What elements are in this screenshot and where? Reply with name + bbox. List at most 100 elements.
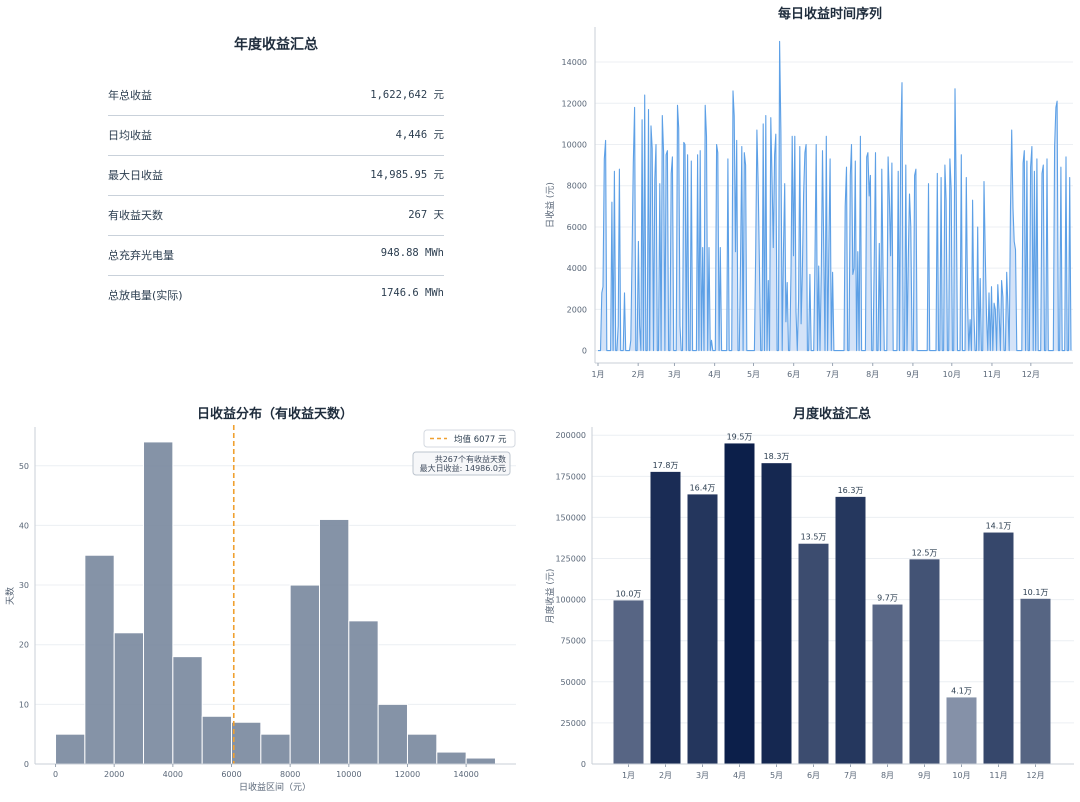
gridlines [595, 61, 1073, 352]
x-tick-label: 10月 [943, 370, 961, 379]
summary-row-max-daily: 最大日收益 14,985.95 元 [108, 155, 444, 196]
histogram-bar [465, 757, 496, 765]
bar-value-label: 16.3万 [838, 486, 864, 495]
histogram-bar [113, 632, 145, 765]
bar-value-label: 13.5万 [801, 533, 827, 542]
summary-row-label: 年总收益 [108, 89, 152, 102]
annotation-line: 共267个有收益天数 [435, 454, 506, 464]
axes: 0 2000 4000 6000 8000 10000 12000 14000 1月 2月 3月 4月… [562, 27, 1073, 379]
monthly-revenue-panel: 月度收益汇总 月度收益 (元) 10.0万 17.8万 16.4万 19.5万 18.3… [540, 399, 1080, 798]
histogram-bar [348, 620, 379, 765]
y-tick-label: 150000 [555, 513, 586, 522]
x-tick-label: 3月 [668, 370, 681, 379]
y-tick-label: 175000 [555, 472, 586, 481]
y-axis-label: 天数 [4, 587, 16, 605]
revenue-line [598, 40, 1072, 352]
x-axis-label: 日收益区间（元） [239, 781, 311, 793]
monthly-bar [872, 604, 903, 764]
x-tick-label: 6000 [221, 770, 241, 779]
x-tick-label: 1月 [622, 771, 635, 780]
x-tick-label: 8月 [881, 771, 894, 780]
x-tick-label: 8000 [280, 770, 300, 779]
x-tick-label: 11月 [989, 771, 1007, 780]
monthly-bar [909, 559, 940, 764]
summary-row-days: 有收益天数 267 天 [108, 195, 444, 236]
x-tick-label: 4月 [708, 370, 721, 379]
y-tick-label: 0 [581, 760, 586, 769]
summary-title: 年度收益汇总 [234, 37, 318, 53]
histogram-bar [143, 441, 174, 765]
summary-row-label: 有收益天数 [108, 209, 163, 222]
chart-title: 每日收益时间序列 [778, 6, 882, 22]
y-tick-label: 50000 [561, 678, 586, 687]
y-tick-label: 0 [582, 347, 587, 356]
bar-value-label: 9.7万 [877, 594, 898, 603]
daily-revenue-chart: 每日收益时间序列 日收益 (元) 0 2000 4000 6000 8000 10000 1… [544, 6, 1073, 379]
chart-title: 月度收益汇总 [792, 406, 871, 422]
x-tick-label: 10000 [336, 770, 361, 779]
summary-row-value: 948.88 MWh [380, 247, 444, 259]
y-tick-label: 200000 [555, 431, 586, 440]
monthly-bar [1020, 598, 1051, 764]
x-tick-label: 7月 [826, 370, 839, 379]
histogram-bar [260, 733, 291, 765]
bar-value-label: 17.8万 [653, 461, 679, 470]
legend-mean-label: 均值 6077 元 [454, 434, 507, 445]
monthly-bar [761, 463, 792, 764]
x-tick-label: 1月 [591, 370, 604, 379]
y-tick-label: 50 [19, 462, 29, 471]
x-tick-label: 6月 [787, 370, 800, 379]
x-tick-label: 2000 [104, 770, 124, 779]
x-tick-label: 5月 [770, 771, 783, 780]
y-axis-label: 月度收益 (元) [544, 569, 556, 624]
histogram-bar [406, 733, 438, 765]
summary-row-value: 14,985.95 元 [370, 169, 444, 181]
x-tick-label: 2月 [632, 370, 645, 379]
y-tick-label: 40 [19, 521, 29, 530]
plot-area [598, 40, 1072, 352]
bar-value-label: 4.1万 [951, 686, 972, 695]
summary-panel: 年度收益汇总 年总收益 1,622,642 元 日均收益 4,446 元 最大日… [0, 0, 540, 399]
histogram-bar [436, 751, 467, 765]
x-tick-label: 9月 [906, 370, 919, 379]
summary-row-label: 日均收益 [108, 129, 152, 142]
histogram-bar [231, 721, 262, 765]
summary-row-daily-avg: 日均收益 4,446 元 [108, 115, 444, 156]
x-tick-label: 6月 [807, 771, 820, 780]
bar-value-label: 16.4万 [690, 483, 716, 492]
y-tick-label: 75000 [561, 637, 586, 646]
y-tick-label: 2000 [567, 305, 587, 314]
monthly-bar [983, 532, 1014, 764]
summary-row-charge: 总充弃光电量 948.88 MWh [108, 235, 444, 276]
summary-row-label: 总充弃光电量 [108, 249, 174, 262]
plot-area [55, 425, 496, 765]
y-tick-label: 4000 [567, 264, 587, 273]
histogram-bar [289, 584, 320, 765]
histogram-chart: 日收益分布（有收益天数） 天数 日收益区间（元） 0 10 20 30 40 50 0 200… [4, 406, 516, 793]
x-tick-label: 9月 [918, 771, 931, 780]
monthly-bar [835, 496, 866, 764]
x-tick-label: 5月 [747, 370, 760, 379]
annotation-box [412, 451, 511, 476]
x-tick-label: 12月 [1026, 771, 1044, 780]
histogram-panel: 日收益分布（有收益天数） 天数 日收益区间（元） 0 10 20 30 40 50 0 200… [0, 399, 540, 798]
monthly-bar [650, 471, 681, 764]
x-tick-label: 8月 [866, 370, 879, 379]
summary-row-discharge: 总放电量(实际) 1746.6 MWh [108, 275, 444, 315]
y-tick-label: 125000 [555, 555, 586, 564]
y-tick-label: 14000 [562, 58, 587, 67]
summary-row-total: 年总收益 1,622,642 元 [108, 75, 444, 116]
plot-area: 10.0万 17.8万 16.4万 19.5万 18.3万 13.5万 16.3万 9.7万 1… [613, 432, 1051, 764]
monthly-bar [687, 494, 718, 764]
x-tick-label: 11月 [983, 370, 1001, 379]
summary-row-label: 总放电量(实际) [108, 289, 183, 302]
histogram-bar [55, 733, 86, 765]
monthly-bar [798, 543, 829, 764]
x-tick-label: 0 [53, 770, 58, 779]
axes: 0 10 20 30 40 50 0 2000 4000 6000 8000 10000 12000 14… [19, 427, 516, 779]
summary-row-value: 267 天 [408, 209, 444, 221]
summary-row-label: 最大日收益 [108, 169, 163, 182]
x-tick-label: 7月 [844, 771, 857, 780]
bar-value-label: 14.1万 [986, 522, 1012, 531]
monthly-bar [946, 697, 977, 764]
